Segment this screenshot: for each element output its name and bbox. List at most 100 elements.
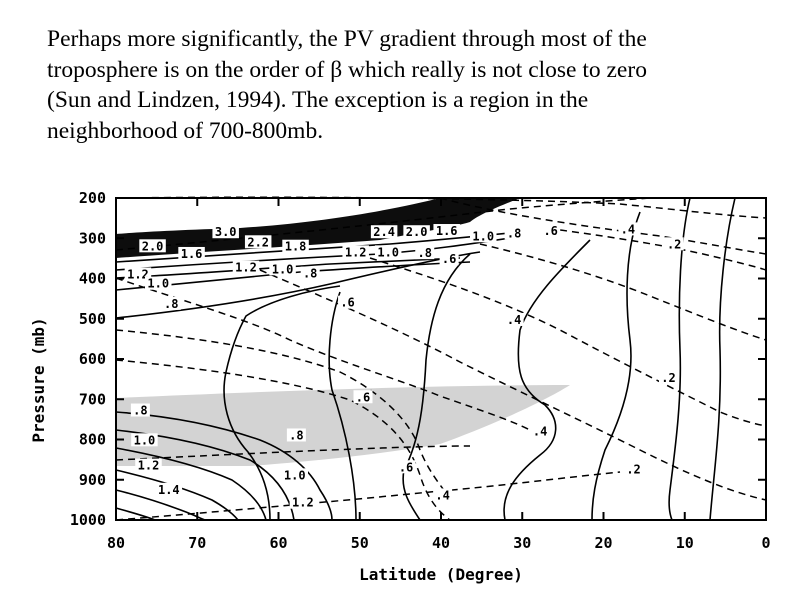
contour-label: .8: [507, 226, 521, 240]
y-tick-label: 500: [79, 310, 106, 328]
solid-contour: [328, 291, 357, 521]
y-tick-label: 600: [79, 350, 106, 368]
contour-label-bg: [131, 433, 158, 447]
solid-contour: [115, 469, 239, 521]
contour-label-bg: [353, 390, 373, 404]
contour-label-bg: [370, 225, 398, 239]
contour-label: .2: [661, 371, 675, 385]
axis-ticks: [115, 197, 767, 521]
contour-label-bg: [289, 495, 317, 509]
contour-label: .6: [399, 460, 413, 474]
x-tick-label: 50: [351, 534, 369, 552]
caption-line: (Sun and Lindzen, 1994). The exception i…: [47, 87, 589, 113]
solid-contour: [115, 251, 481, 319]
contour-label: 1.2: [127, 267, 149, 281]
contour-label-bg: [403, 225, 430, 239]
contour-label: .8: [418, 246, 432, 260]
contour-label: 1.8: [285, 240, 307, 254]
dashed-contour: [115, 359, 451, 521]
contour-label: .6: [340, 296, 354, 310]
x-tick-label: 10: [676, 534, 694, 552]
solid-contours: [115, 197, 736, 521]
contour-label-bg: [342, 245, 369, 259]
y-tick-label: 200: [79, 189, 106, 207]
contour-label-bg: [161, 296, 181, 310]
contour-label-bg: [124, 267, 152, 281]
contour-label-bg: [300, 266, 320, 280]
contour-label-bg: [470, 229, 497, 243]
contour-label-bg: [664, 237, 684, 251]
dashed-contour: [115, 329, 451, 499]
dashed-contour: [115, 471, 621, 521]
x-tick-label: 60: [269, 534, 287, 552]
y-tick-label: 1000: [70, 511, 106, 529]
contour-label: .8: [289, 428, 303, 442]
contour-label: .8: [133, 404, 147, 418]
contour-label-bg: [282, 239, 309, 253]
y-tick-label: 400: [79, 270, 106, 288]
contour-label-bg: [269, 262, 296, 276]
contour-label-bg: [135, 458, 162, 472]
solid-contour: [223, 371, 271, 521]
contour-label: 2.0: [142, 239, 164, 253]
solid-contour: [115, 447, 267, 521]
y-axis-title: Pressure (mb): [29, 317, 48, 442]
contour-label: .8: [164, 297, 178, 311]
y-tick-label: 900: [79, 471, 106, 489]
contour-label-bg: [504, 312, 524, 326]
contour-label: .6: [356, 390, 370, 404]
caption-line: neighborhood of 700-800mb.: [47, 117, 324, 144]
dashed-contour: [439, 197, 767, 255]
contour-label: .8: [303, 267, 317, 281]
contour-label-bg: [439, 252, 459, 266]
x-axis-title: Latitude (Degree): [359, 565, 523, 584]
axis-tick-labels: 80 70 60 50 40 30 20 10 020030040050060070080090…: [70, 189, 771, 552]
x-tick-label: 20: [594, 534, 612, 552]
solid-contour: [225, 285, 341, 373]
dense-contour-band: [116, 198, 520, 258]
contour-label-bg: [415, 246, 435, 260]
solid-contour: [402, 469, 421, 521]
contour-label: .4: [621, 222, 635, 236]
dashed-contour: [259, 269, 767, 501]
contour-label-bg: [130, 403, 150, 417]
contour-label: 1.0: [377, 245, 399, 259]
contour-label-bg: [624, 462, 644, 476]
x-tick-label: 40: [432, 534, 450, 552]
contour-label-bg: [396, 460, 416, 474]
contour-label-bg: [338, 295, 358, 309]
contour-label: 3.0: [215, 225, 237, 239]
contour-label-bg: [155, 482, 183, 496]
contour-label: 1.6: [436, 224, 458, 238]
contour-label-bg: [541, 224, 561, 238]
contour-label-bg: [281, 468, 308, 482]
contour-label-bg: [433, 224, 460, 238]
dashed-contour: [559, 229, 767, 271]
contour-label: .6: [543, 224, 557, 238]
contour-label: 1.4: [158, 483, 180, 497]
solid-contour: [115, 411, 333, 521]
solid-contour: [503, 239, 591, 521]
x-tick-label: 80: [107, 534, 125, 552]
solid-contour: [115, 261, 471, 291]
contour-label: 1.0: [472, 229, 494, 243]
contour-label-bg: [433, 488, 453, 502]
caption-line: troposphere is on the order of β which r…: [47, 56, 647, 83]
dashed-contours: [115, 196, 767, 521]
contour-label-layer: 3.02.01.62.2 1.81.21.01.2 1.0.8.81.2 1.0.8.…: [124, 222, 684, 510]
solid-contour: [115, 257, 461, 279]
solid-contour: [591, 211, 641, 521]
contour-label: 1.0: [147, 277, 169, 291]
contour-label-bg: [618, 222, 638, 236]
x-tick-label: 30: [513, 534, 531, 552]
y-tick-label: 700: [79, 390, 106, 408]
dashed-contour: [115, 445, 471, 461]
contour-label-bg: [504, 226, 524, 240]
contour-label-bg: [139, 239, 166, 253]
solid-contour: [709, 197, 736, 521]
contour-label: 1.0: [272, 262, 294, 276]
contour-label-bg: [530, 424, 550, 438]
contour-label: .6: [442, 252, 456, 266]
caption-text: Perhaps more significantly, the PV gradi…: [47, 24, 777, 146]
